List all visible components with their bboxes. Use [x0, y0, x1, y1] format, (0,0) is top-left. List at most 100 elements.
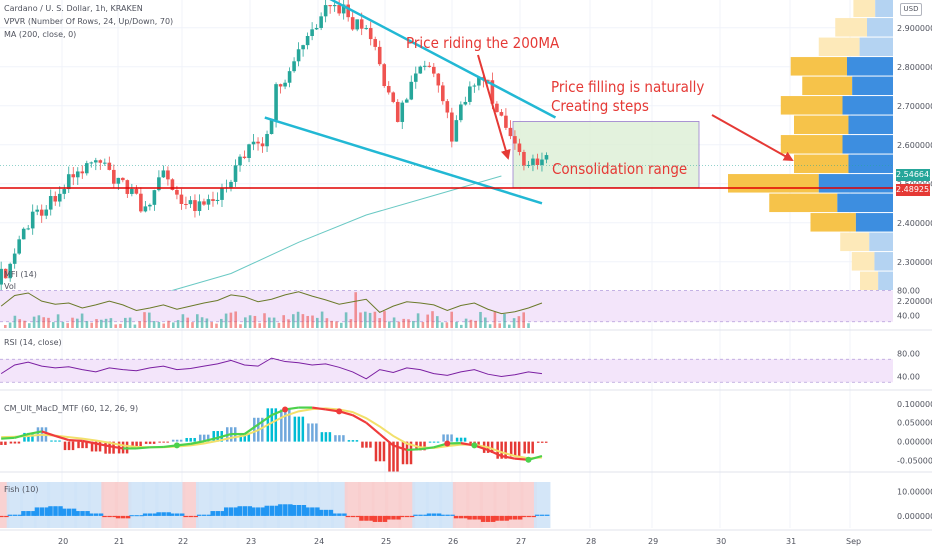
candle-body [391, 92, 396, 102]
fish-bar [531, 515, 536, 518]
candle-body [166, 170, 170, 180]
candle-body [89, 162, 94, 164]
volume-bar [287, 319, 290, 328]
macd-pane-label[interactable]: CM_Ult_MacD_MTF (60, 12, 26, 9) [4, 404, 139, 413]
fish-bar [288, 504, 293, 516]
macd-cross-dot [471, 442, 478, 449]
fish-bar [142, 513, 148, 516]
time-axis-label: 21 [114, 537, 124, 546]
volume-bar [80, 313, 84, 328]
macd-histogram-bar [436, 441, 440, 443]
macd-histogram-bar [382, 441, 386, 462]
volume-profile-bar-up [780, 96, 843, 115]
volume-bar [66, 323, 69, 328]
macd-histogram-bar [135, 441, 138, 449]
fish-bar [234, 507, 239, 516]
macd-line-segment [68, 439, 83, 442]
currency-badge[interactable]: USD [900, 3, 922, 16]
volume-bar [450, 311, 453, 328]
fish-background-band [412, 482, 429, 528]
annotation-200ma: Price riding the 200MA [406, 34, 560, 52]
candle-body [148, 204, 152, 207]
fish-bar [85, 511, 90, 516]
macd-histogram-bar [284, 409, 287, 442]
fish-bar [125, 515, 131, 519]
fish-bar [517, 515, 523, 520]
volume-profile-bar-up [840, 232, 870, 252]
macd-histogram-bar [361, 441, 364, 448]
candle-body [238, 156, 242, 166]
fish-bar [112, 515, 117, 518]
candle-body [445, 101, 450, 113]
candle-body [418, 66, 423, 74]
volume-profile-bar-down [852, 76, 893, 96]
macd-cross-dot [444, 440, 451, 447]
volume-bar [292, 314, 295, 328]
fish-bar [413, 514, 418, 516]
volume-pane-label[interactable]: Vol [4, 282, 16, 291]
candle-body [450, 112, 454, 142]
volume-bar [138, 321, 141, 328]
candle-body [84, 163, 89, 174]
macd-histogram-bar [63, 441, 67, 451]
volume-profile-bar-down [846, 57, 893, 76]
macd-histogram-bar [50, 440, 53, 442]
volume-bar [268, 317, 271, 328]
price-axis-label: 2.700000 [897, 102, 932, 111]
candle-body [179, 194, 184, 204]
fish-background-band [60, 482, 78, 528]
fish-bar [377, 515, 383, 522]
fish-bar [499, 515, 504, 521]
volume-bar [431, 311, 434, 328]
price-axis-label: 2.600000 [897, 141, 932, 150]
volume-profile-bar-up [851, 252, 875, 271]
macd-histogram-bar [490, 441, 494, 453]
candle-body [486, 79, 490, 81]
macd-histogram-bar [455, 437, 459, 442]
fish-bar [88, 513, 94, 516]
volume-profile-bar-up [794, 115, 849, 135]
volume-bar [354, 292, 357, 328]
macd-histogram-bar [513, 441, 517, 457]
candle-body [103, 162, 107, 164]
macd-histogram-bar [243, 434, 247, 442]
chart-title: Cardano / U. S. Dollar, 1h, KRAKEN [4, 4, 143, 13]
volume-bar [42, 317, 45, 328]
candle-body [26, 228, 30, 230]
fish-bar [386, 515, 391, 520]
fish-bar [247, 506, 253, 516]
volume-bar [90, 322, 93, 328]
fish-bar [242, 506, 248, 516]
macd-histogram-bar [77, 441, 80, 449]
volume-bar [76, 318, 79, 328]
ma-indicator-label[interactable]: MA (200, close, 0) [4, 30, 77, 39]
fish-bar [382, 515, 388, 522]
macd-cross-dot [282, 406, 289, 413]
macd-line-segment [420, 446, 434, 451]
fish-bar [350, 515, 356, 518]
macd-line-segment [14, 432, 29, 439]
current-price-tag: 2.546645 [896, 169, 932, 181]
mfi-pane-label[interactable]: MFI (14) [4, 270, 37, 279]
time-axis-label: 28 [586, 537, 596, 546]
rsi-pane-label[interactable]: RSI (14, close) [4, 338, 62, 347]
macd-line-segment [392, 444, 408, 451]
volume-bar [426, 314, 429, 328]
candle-body [112, 169, 116, 184]
fish-bar [458, 515, 464, 519]
fish-bar [0, 515, 4, 518]
volume-bar [215, 323, 218, 328]
candle-body [130, 188, 134, 194]
fish-pane-label[interactable]: Fish (10) [4, 485, 39, 494]
candle-body [188, 200, 193, 205]
volume-bar [172, 322, 175, 328]
macd-histogram-bar [280, 409, 283, 442]
vpvr-indicator-label[interactable]: VPVR (Number Of Rows, 24, Up/Down, 70) [4, 17, 174, 26]
macd-histogram-bar [301, 416, 305, 442]
fish-bar [372, 515, 378, 522]
volume-bar [28, 323, 31, 328]
time-axis-label: 23 [246, 537, 256, 546]
volume-bar [320, 311, 324, 328]
fish-background-band [209, 482, 226, 528]
